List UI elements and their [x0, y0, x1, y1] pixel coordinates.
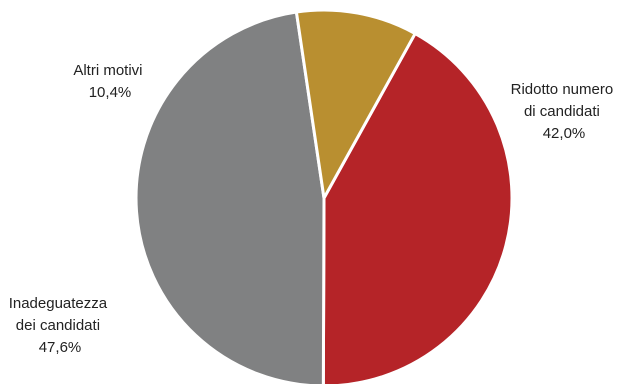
label-ridotto-numero: Ridotto numero di candidati 42,0% [511, 81, 618, 142]
pie-slices [134, 8, 514, 384]
label-ridotto-numero-value: 42,0% [543, 125, 586, 142]
slice-altri-motivi [294, 8, 417, 200]
slice-inadeguatezza [134, 10, 326, 384]
label-altri-motivi-line1: Altri motivi [73, 62, 142, 79]
slice-ridotto-numero [321, 32, 514, 384]
label-inadeguatezza-value: 47,6% [39, 339, 82, 356]
label-ridotto-numero-line2: di candidati [524, 103, 600, 120]
label-inadeguatezza-line2: dei candidati [16, 317, 100, 334]
label-altri-motivi: Altri motivi 10,4% [73, 62, 146, 101]
label-inadeguatezza-line1: Inadeguatezza [9, 295, 108, 312]
label-altri-motivi-value: 10,4% [89, 84, 132, 101]
label-inadeguatezza: Inadeguatezza dei candidati 47,6% [9, 295, 112, 356]
label-ridotto-numero-line1: Ridotto numero [511, 81, 614, 98]
